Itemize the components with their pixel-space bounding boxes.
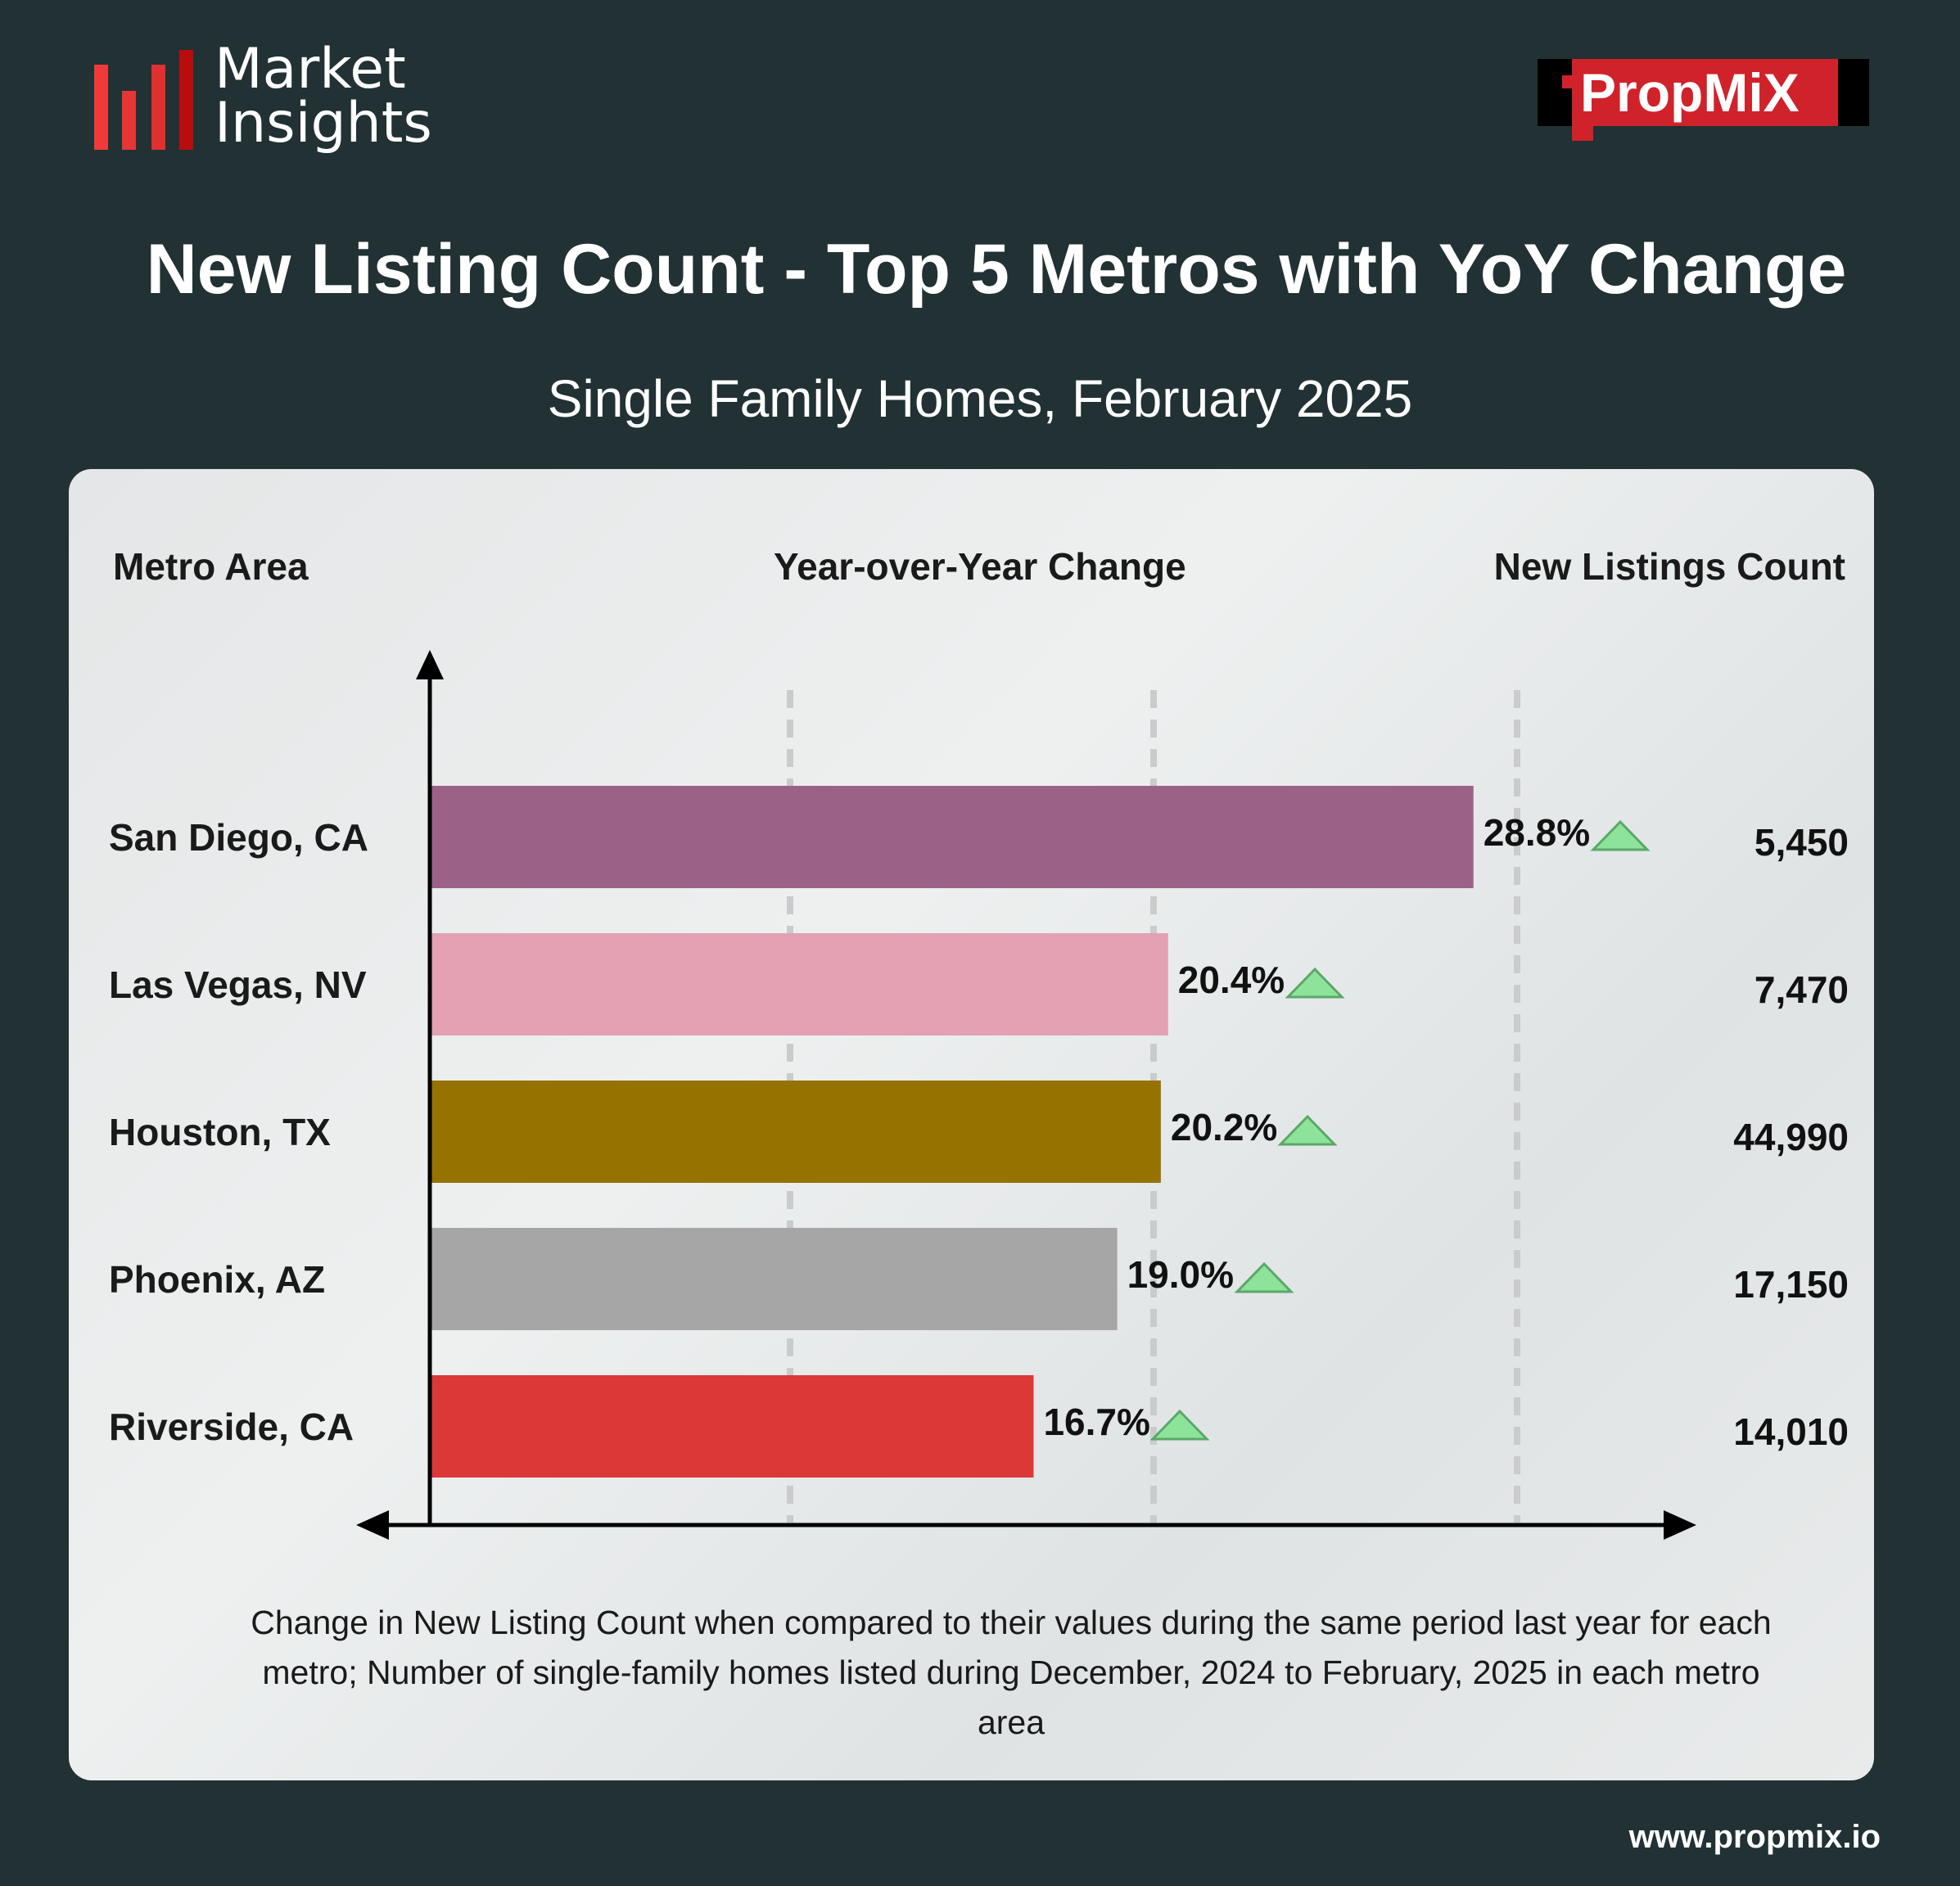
bar: [431, 1228, 1118, 1330]
header-metro: Metro Area: [113, 545, 309, 588]
bar: [431, 1375, 1034, 1478]
x-axis-right-arrow-icon: [1664, 1510, 1696, 1540]
website-link[interactable]: www.propmix.io: [1628, 1819, 1881, 1855]
metro-label: Houston, TX: [109, 1111, 331, 1153]
y-axis-arrow-icon: [416, 650, 444, 679]
value-label: 16.7%: [1043, 1401, 1150, 1443]
propmix-logo: PropMiX: [1538, 59, 1869, 141]
bar: [431, 1081, 1161, 1183]
up-arrow-icon: [1277, 1114, 1338, 1146]
up-arrow-icon: [1234, 1261, 1294, 1293]
metro-label: Riverside, CA: [109, 1405, 355, 1448]
value-label: 20.4%: [1177, 959, 1285, 1001]
count-label: 7,470: [1754, 968, 1849, 1011]
bar: [431, 786, 1474, 888]
count-label: 44,990: [1733, 1116, 1849, 1158]
up-arrow-icon: [1590, 819, 1651, 851]
header-yoy: Year-over-Year Change: [774, 545, 1186, 588]
bar: [431, 933, 1168, 1035]
metro-label: San Diego, CA: [109, 816, 368, 859]
value-label: 28.8%: [1483, 811, 1591, 854]
metro-label: Las Vegas, NV: [109, 963, 367, 1006]
x-axis-left-arrow-icon: [356, 1510, 389, 1540]
chart-subtitle: Single Family Homes, February 2025: [547, 369, 1413, 428]
value-label: 20.2%: [1170, 1106, 1278, 1148]
count-label: 14,010: [1733, 1410, 1849, 1453]
header-count: New Listings Count: [1493, 545, 1845, 588]
up-arrow-icon: [1285, 967, 1345, 999]
chart-title: New Listing Count - Top 5 Metros with Yo…: [146, 230, 1847, 309]
count-label: 5,450: [1754, 821, 1849, 864]
footnote: Change in New Listing Count when compare…: [251, 1604, 1772, 1741]
propmix-logo-text: PropMiX: [1580, 62, 1800, 123]
up-arrow-icon: [1149, 1409, 1210, 1441]
metro-label: Phoenix, AZ: [109, 1258, 326, 1301]
market-insights-logo-text: Market Insights: [215, 37, 432, 156]
value-label: 19.0%: [1127, 1253, 1235, 1296]
count-label: 17,150: [1733, 1263, 1849, 1306]
market-insights-logo-icon: [94, 50, 201, 150]
